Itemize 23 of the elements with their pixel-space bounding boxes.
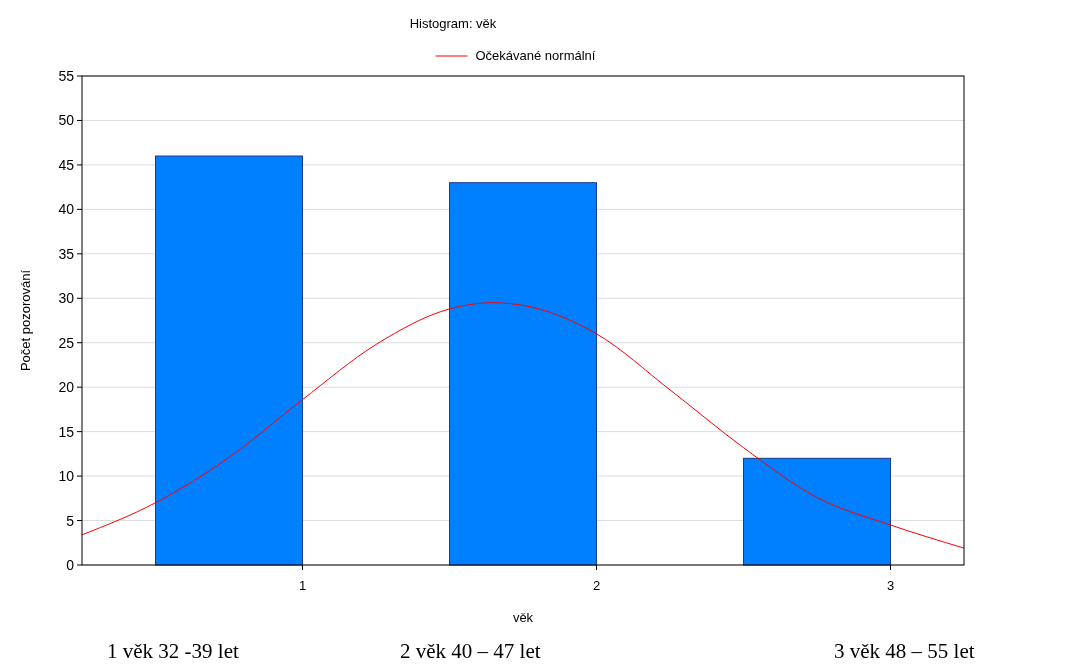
text: 1 věk 32 -39 let [107, 639, 239, 663]
x-tick-label: 1 [298, 578, 307, 593]
y-tick-label: 15 [58, 423, 75, 440]
y-tick-label: 5 [66, 512, 75, 529]
y-tick-label: 30 [58, 290, 75, 307]
y-tick-label: 0 [66, 557, 75, 573]
y-tick-label: 50 [58, 112, 75, 129]
y-tick-label: 25 [58, 334, 75, 351]
y-tick-label: 55 [58, 68, 75, 84]
x-axis-title: věk [512, 610, 534, 625]
y-tick-label: 20 [58, 379, 75, 396]
y-tick-label: 45 [58, 156, 75, 173]
x-tick-label: 3 [886, 578, 895, 593]
y-tick-label: 35 [58, 245, 75, 262]
x-tick-label: 2 [592, 578, 601, 593]
line-series [81, 302, 965, 549]
legend-label: Očekávané normální [475, 48, 596, 63]
chart-title: Histogram: věk [409, 16, 497, 31]
text: 3 věk 48 – 55 let [834, 639, 975, 663]
text: 2 věk 40 – 47 let [400, 639, 541, 663]
y-tick-label: 40 [58, 201, 75, 218]
y-axis-title: Počet pozorování [18, 269, 33, 372]
y-tick-label: 10 [58, 468, 75, 485]
